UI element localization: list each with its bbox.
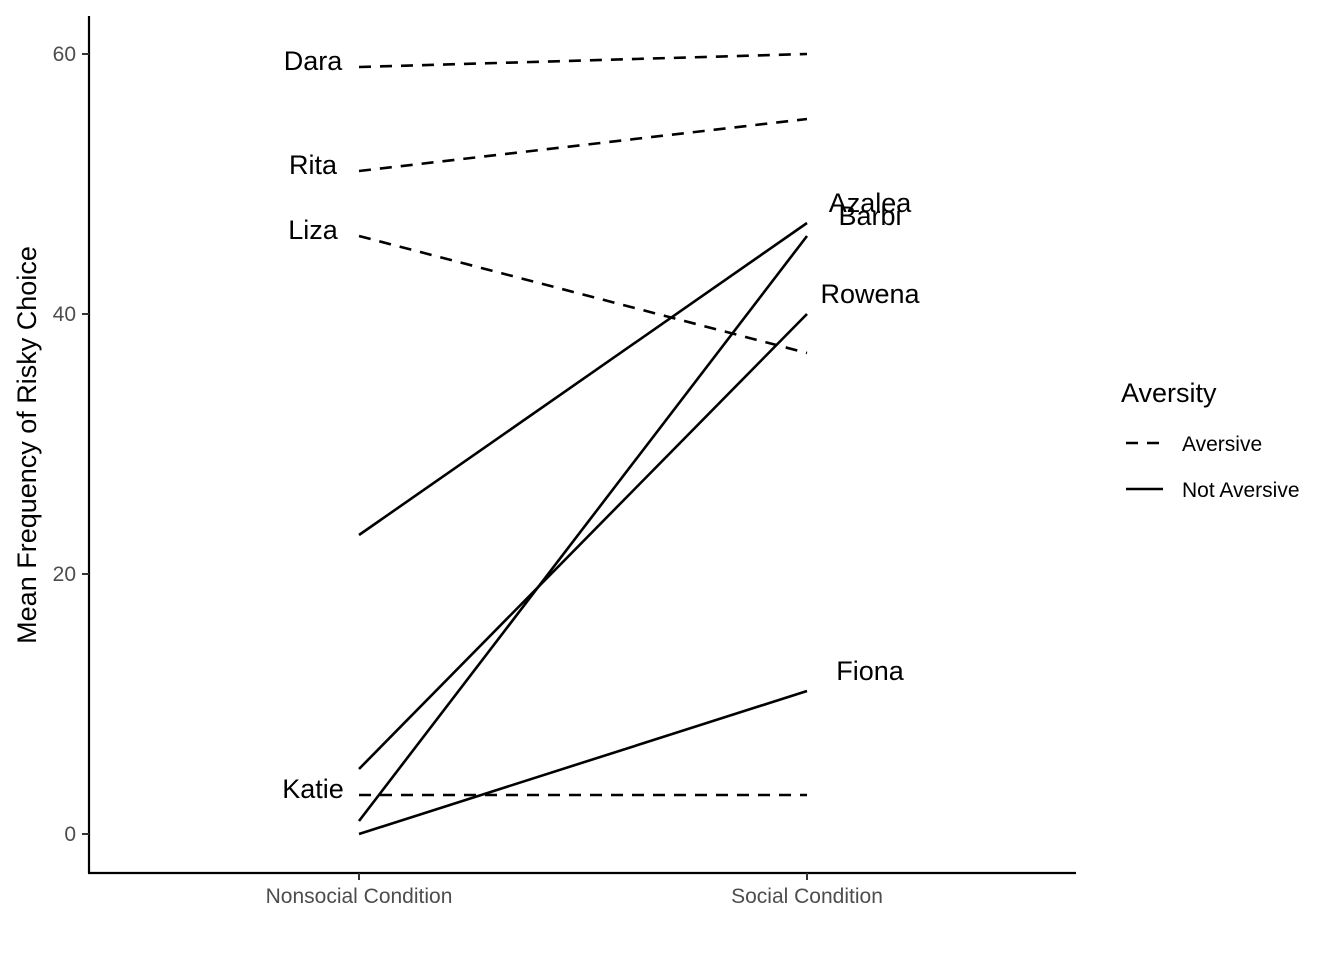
legend-label: Not Aversive xyxy=(1182,479,1300,502)
series-layer xyxy=(357,52,809,836)
point-label-rowena: Rowena xyxy=(820,279,920,309)
y-tick-label: 40 xyxy=(53,303,76,326)
legend-items: Aversive Not Aversive xyxy=(1126,433,1300,502)
point-label-rita: Rita xyxy=(289,150,338,180)
series-line-rowena xyxy=(358,313,808,770)
x-ticks: Nonsocial Condition Social Condition xyxy=(266,873,883,908)
x-tick-label: Nonsocial Condition xyxy=(266,885,453,908)
series-line-fiona xyxy=(358,689,808,836)
point-label-azalea: Azalea xyxy=(829,188,913,218)
legend-title: Aversity xyxy=(1121,378,1217,408)
legend: Aversity Aversive Not Aversive xyxy=(1121,378,1300,502)
y-tick-label: 0 xyxy=(64,823,76,846)
legend-label: Aversive xyxy=(1182,433,1262,456)
series-line-rita xyxy=(358,117,808,173)
point-label-fiona: Fiona xyxy=(836,656,905,686)
point-label-liza: Liza xyxy=(288,215,339,245)
series-line-dara xyxy=(358,52,808,69)
series-line-barbi xyxy=(357,235,809,822)
series-line-liza xyxy=(358,234,808,355)
y-ticks: 0 20 40 60 xyxy=(53,43,89,846)
axis-layer xyxy=(87,16,1076,875)
y-axis-title: Mean Frequency of Risky Choice xyxy=(12,246,42,644)
series-line-azalea xyxy=(358,221,808,537)
point-label-katie: Katie xyxy=(282,774,344,804)
y-tick-label: 20 xyxy=(53,563,76,586)
y-tick-label: 60 xyxy=(53,43,76,66)
point-label-barbi: Barbi xyxy=(838,201,901,231)
point-label-dara: Dara xyxy=(284,46,344,76)
x-tick-label: Social Condition xyxy=(731,885,883,908)
